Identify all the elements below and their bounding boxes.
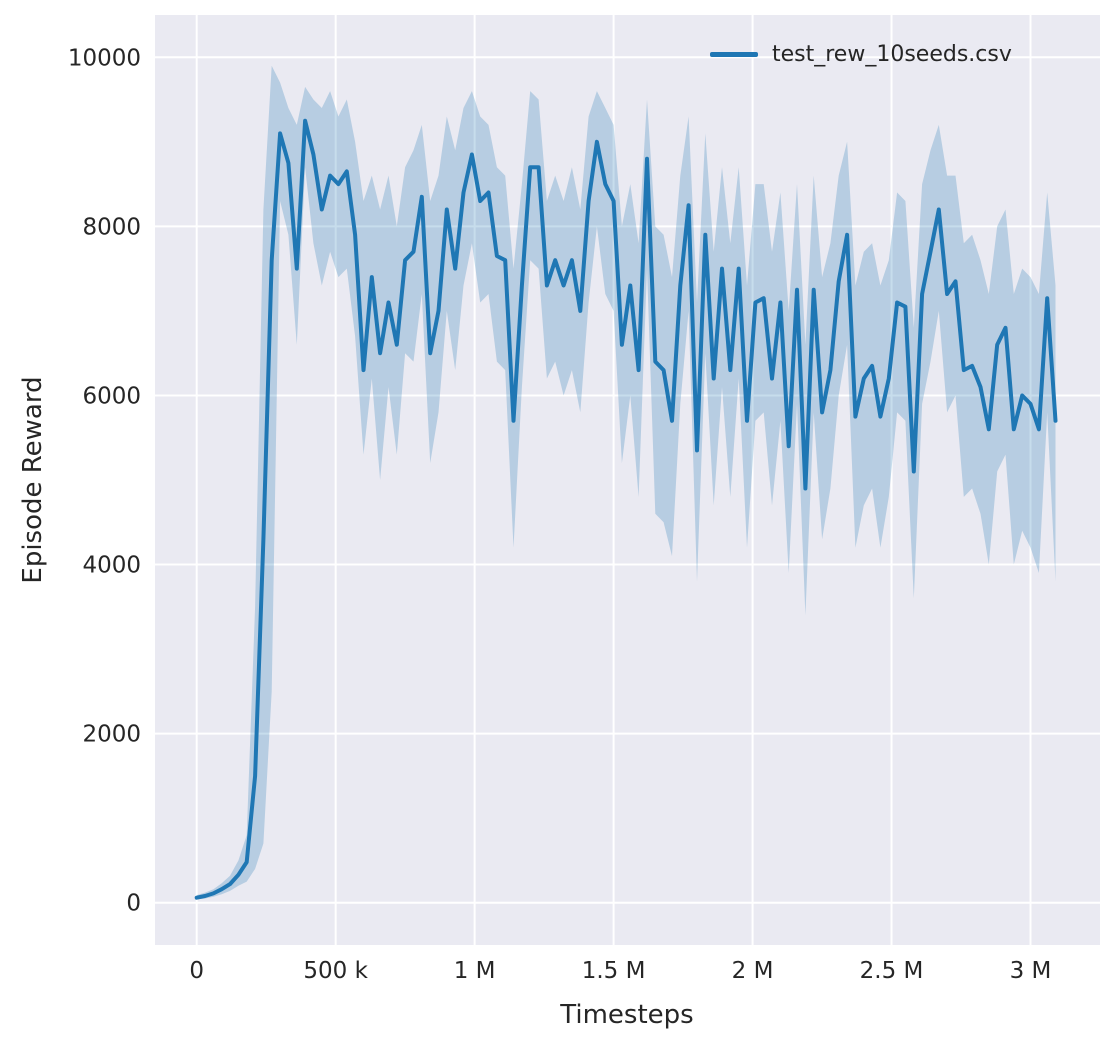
y-tick-label: 2000 xyxy=(82,722,141,748)
y-tick-label: 6000 xyxy=(82,383,141,409)
x-tick-label: 1.5 M xyxy=(582,958,646,984)
y-tick-label: 0 xyxy=(126,891,141,917)
x-tick-label: 3 M xyxy=(1010,958,1052,984)
legend-label: test_rew_10seeds.csv xyxy=(772,42,1012,67)
x-tick-label: 500 k xyxy=(303,958,368,984)
y-tick-label: 8000 xyxy=(82,214,141,240)
x-tick-label: 0 xyxy=(189,958,204,984)
x-tick-label: 1 M xyxy=(454,958,496,984)
y-tick-label: 4000 xyxy=(82,553,141,579)
mean-reward-line xyxy=(194,118,1058,900)
x-tick-label: 2.5 M xyxy=(860,958,924,984)
legend: test_rew_10seeds.csv xyxy=(710,42,1012,67)
x-tick-label: 2 M xyxy=(732,958,774,984)
y-tick-label: 10000 xyxy=(68,45,141,71)
plot-background xyxy=(155,15,1100,945)
x-axis-label: Timesteps xyxy=(560,1000,694,1030)
y-axis-label: Episode Reward xyxy=(18,376,48,584)
legend-line-swatch xyxy=(710,52,758,57)
